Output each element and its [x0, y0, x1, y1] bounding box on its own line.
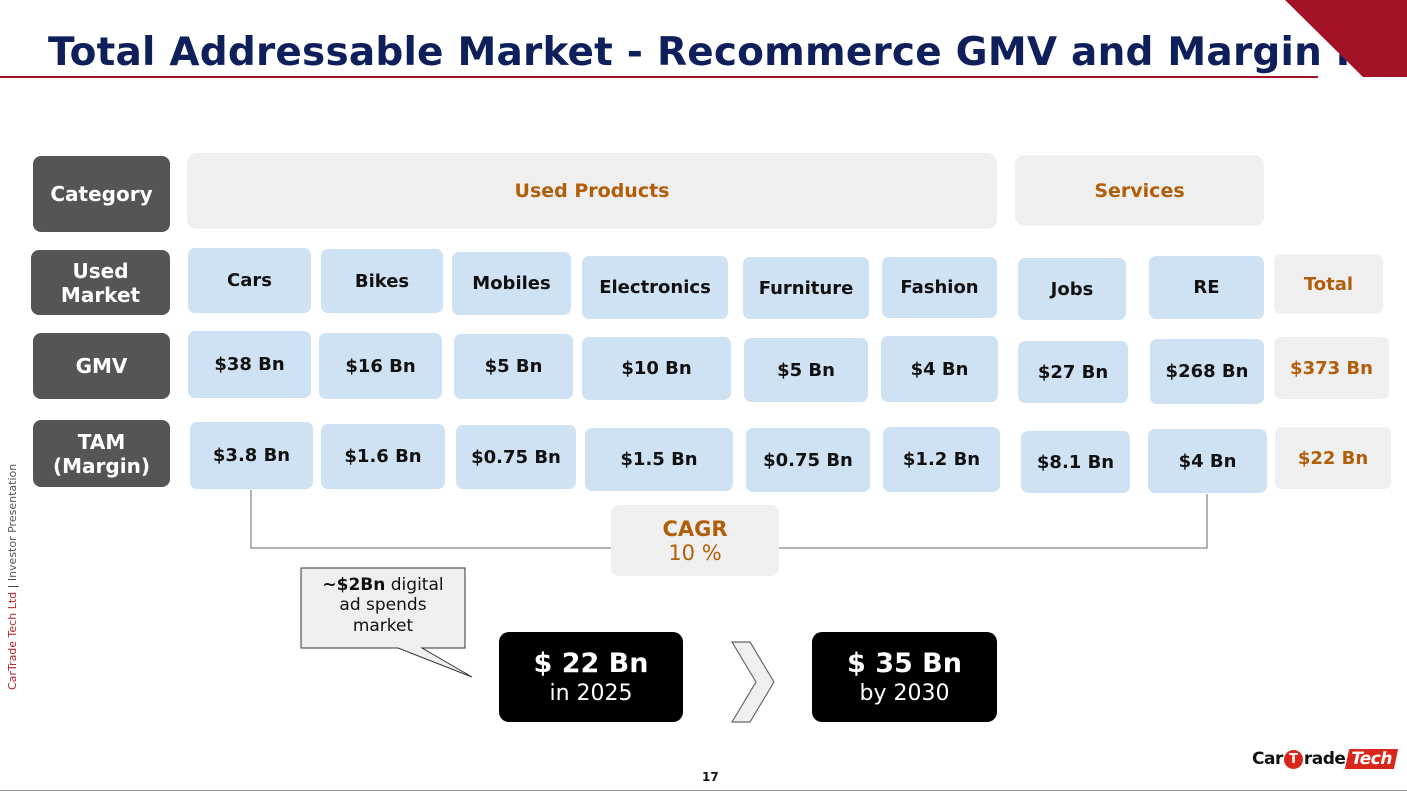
page-title: Total Addressable Market - Recommerce GM…: [48, 30, 1407, 75]
cagr-label: CAGR: [662, 516, 728, 541]
tam-re: $4 Bn: [1148, 429, 1267, 493]
market-cars: Cars: [188, 248, 311, 313]
market-mobiles: Mobiles: [452, 252, 571, 315]
tam-furniture: $0.75 Bn: [746, 428, 870, 492]
current-year: in 2025: [549, 680, 633, 706]
market-bikes: Bikes: [321, 249, 443, 313]
tam-cars: $3.8 Bn: [190, 422, 313, 489]
title-underline: [0, 76, 1318, 78]
market-furniture: Furniture: [743, 257, 869, 319]
gmv-furniture: $5 Bn: [744, 338, 868, 402]
footer-divider: [0, 790, 1407, 791]
current-amount: $ 22 Bn: [533, 648, 649, 680]
market-jobs: Jobs: [1018, 258, 1126, 320]
cagr-value: 10 %: [668, 540, 722, 565]
tam-total: $22 Bn: [1275, 427, 1391, 489]
market-electronics: Electronics: [582, 256, 728, 319]
future-year: by 2030: [859, 680, 950, 706]
tam-jobs: $8.1 Bn: [1021, 431, 1130, 493]
market-fashion: Fashion: [882, 257, 997, 318]
tam-electronics: $1.5 Bn: [585, 428, 733, 491]
market-total: Total: [1274, 254, 1383, 314]
row-header-used-market: Used Market: [31, 250, 170, 315]
callout-bubble: [300, 567, 473, 678]
cagr-box: CAGR 10 %: [611, 505, 779, 576]
gmv-re: $268 Bn: [1150, 339, 1264, 404]
current-tam-box: $ 22 Bn in 2025: [499, 632, 683, 722]
future-tam-box: $ 35 Bn by 2030: [812, 632, 997, 722]
tam-bikes: $1.6 Bn: [321, 424, 445, 489]
future-amount: $ 35 Bn: [847, 648, 962, 680]
category-used-products: Used Products: [187, 153, 997, 229]
row-header-category: Category: [33, 156, 170, 232]
row-header-tam: TAM (Margin): [33, 420, 170, 487]
chevron-right-icon: [730, 641, 775, 723]
gmv-bikes: $16 Bn: [319, 333, 442, 399]
gmv-jobs: $27 Bn: [1018, 341, 1128, 403]
corner-accent: [1285, 0, 1407, 77]
market-re: RE: [1149, 256, 1264, 319]
gmv-total: $373 Bn: [1274, 337, 1389, 399]
category-services: Services: [1015, 155, 1264, 226]
gmv-mobiles: $5 Bn: [454, 334, 573, 399]
page-number: 17: [702, 770, 719, 784]
row-header-gmv: GMV: [33, 333, 170, 399]
ad-spend-callout: ~$2Bn digital ad spends market: [322, 575, 444, 636]
tam-mobiles: $0.75 Bn: [456, 425, 576, 489]
callout-amount: ~$2Bn: [322, 575, 386, 595]
tam-fashion: $1.2 Bn: [883, 427, 1000, 492]
gmv-cars: $38 Bn: [188, 331, 311, 398]
gmv-fashion: $4 Bn: [881, 336, 998, 402]
gmv-electronics: $10 Bn: [582, 337, 731, 400]
